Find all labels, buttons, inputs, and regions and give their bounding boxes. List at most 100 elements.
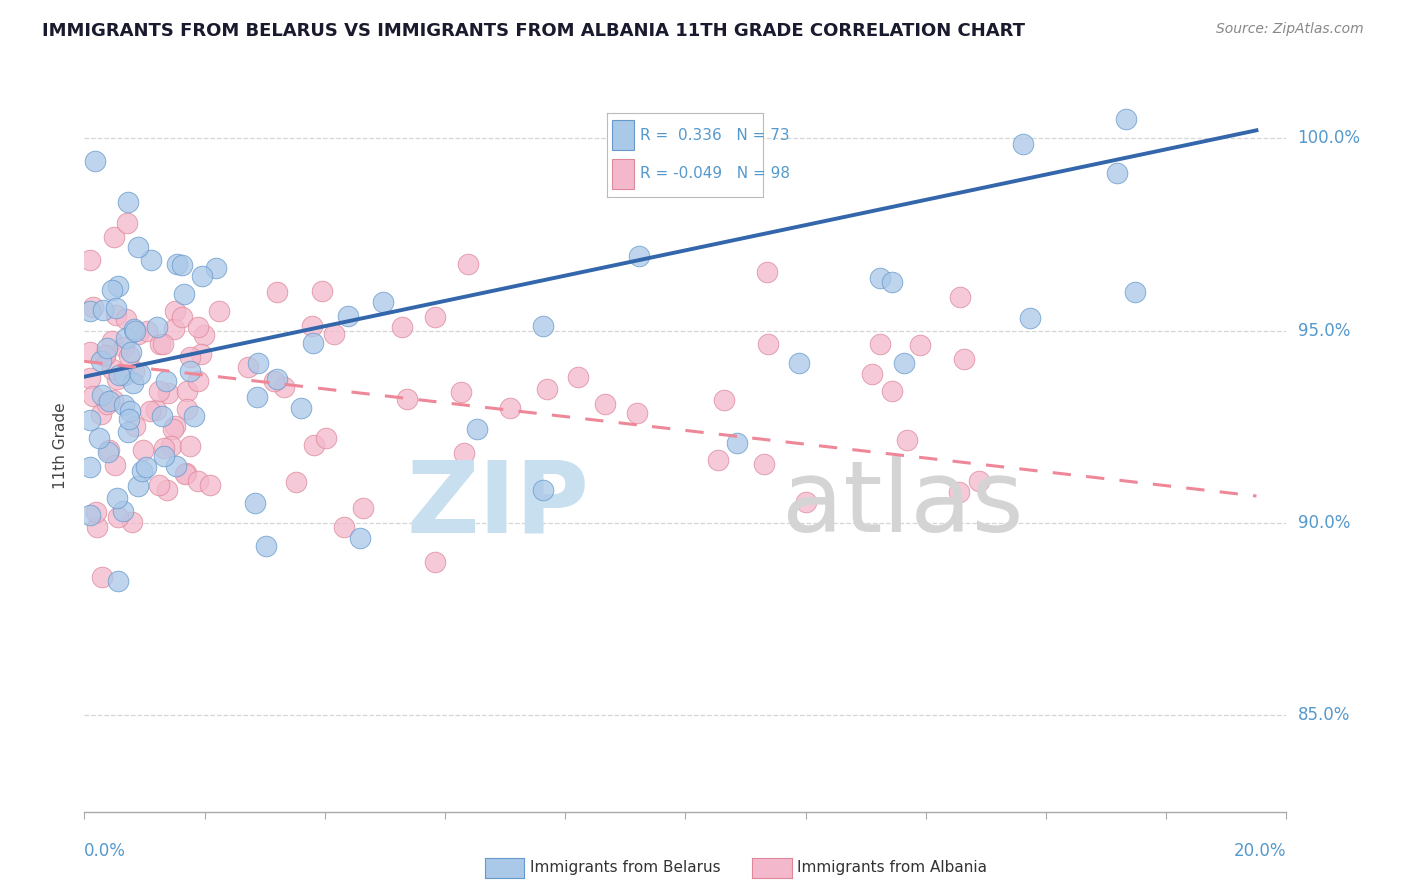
Point [124, 321, 146, 335]
Point [148, 384, 170, 399]
Point [120, 344, 142, 359]
Point [713, 393, 735, 408]
Text: 95.0%: 95.0% [1298, 321, 1350, 340]
Point [148, 478, 170, 492]
Point [101, 392, 124, 407]
Point [150, 409, 173, 423]
Point [101, 334, 124, 348]
Point [567, 370, 589, 384]
Point [198, 477, 221, 491]
Point [910, 338, 932, 352]
Point [79, 371, 101, 385]
Point [163, 419, 186, 434]
Point [593, 397, 616, 411]
Point [752, 457, 775, 471]
Point [953, 352, 976, 367]
Point [536, 382, 558, 396]
Point [139, 404, 162, 418]
Text: Immigrants from Belarus: Immigrants from Belarus [530, 860, 721, 874]
Point [395, 392, 418, 406]
Point [153, 441, 176, 455]
Point [153, 449, 176, 463]
Point [170, 259, 193, 273]
Point [794, 495, 817, 509]
Point [302, 438, 325, 452]
Point [82, 300, 104, 314]
Point [284, 475, 307, 489]
Point [725, 436, 748, 450]
Point [115, 216, 138, 230]
Point [862, 367, 884, 381]
Point [531, 483, 554, 497]
Point [172, 310, 194, 324]
Point [893, 356, 915, 370]
Point [896, 433, 918, 447]
Point [91, 570, 114, 584]
Point [115, 312, 138, 326]
Point [627, 249, 650, 263]
Point [165, 458, 187, 473]
Point [254, 539, 277, 553]
Point [122, 376, 145, 390]
Point [336, 309, 359, 323]
Point [457, 257, 479, 271]
Point [187, 319, 209, 334]
Point [107, 278, 129, 293]
Point [96, 341, 118, 355]
Point [135, 324, 157, 338]
Point [187, 474, 209, 488]
Point [465, 422, 488, 436]
Point [127, 327, 149, 342]
Point [124, 418, 146, 433]
Point [104, 309, 127, 323]
Text: 20.0%: 20.0% [1234, 842, 1286, 860]
Point [626, 406, 648, 420]
Point [118, 412, 141, 426]
Point [107, 574, 129, 588]
Point [87, 431, 110, 445]
Point [105, 372, 128, 386]
Point [371, 295, 394, 310]
Point [179, 364, 201, 378]
Point [112, 341, 135, 355]
Text: IMMIGRANTS FROM BELARUS VS IMMIGRANTS FROM ALBANIA 11TH GRADE CORRELATION CHART: IMMIGRANTS FROM BELARUS VS IMMIGRANTS FR… [42, 22, 1025, 40]
Point [114, 368, 136, 382]
Point [118, 349, 141, 363]
Point [131, 464, 153, 478]
Point [1123, 285, 1146, 300]
Point [117, 194, 139, 209]
Point [162, 422, 184, 436]
Point [176, 384, 198, 398]
Point [787, 356, 810, 370]
Point [79, 253, 101, 268]
Text: 85.0%: 85.0% [1298, 706, 1350, 724]
Point [121, 516, 143, 530]
Point [79, 459, 101, 474]
Point [352, 500, 374, 515]
Point [103, 229, 125, 244]
Point [132, 443, 155, 458]
Point [98, 443, 121, 458]
Point [266, 372, 288, 386]
Text: 90.0%: 90.0% [1298, 514, 1350, 532]
Point [156, 483, 179, 497]
Text: atlas: atlas [782, 456, 1024, 553]
Point [104, 301, 127, 315]
Point [160, 439, 183, 453]
Point [332, 520, 354, 534]
Point [183, 409, 205, 423]
Point [100, 284, 122, 298]
Point [97, 394, 120, 409]
Point [315, 432, 337, 446]
Point [117, 425, 139, 439]
Point [118, 404, 141, 418]
Point [152, 336, 174, 351]
Point [166, 256, 188, 270]
Point [173, 286, 195, 301]
Point [79, 344, 101, 359]
Point [94, 349, 117, 363]
Text: ZIP: ZIP [406, 456, 589, 553]
Point [86, 519, 108, 533]
Point [323, 327, 346, 342]
Point [679, 158, 702, 172]
